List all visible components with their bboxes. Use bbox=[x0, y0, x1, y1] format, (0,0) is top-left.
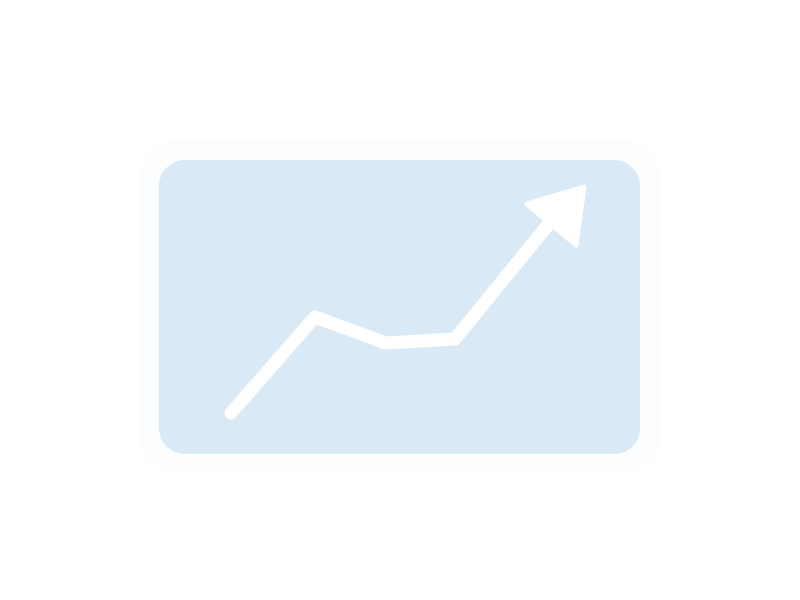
trending-up-arrow-icon bbox=[224, 184, 587, 420]
chart-placeholder-card bbox=[159, 160, 640, 454]
